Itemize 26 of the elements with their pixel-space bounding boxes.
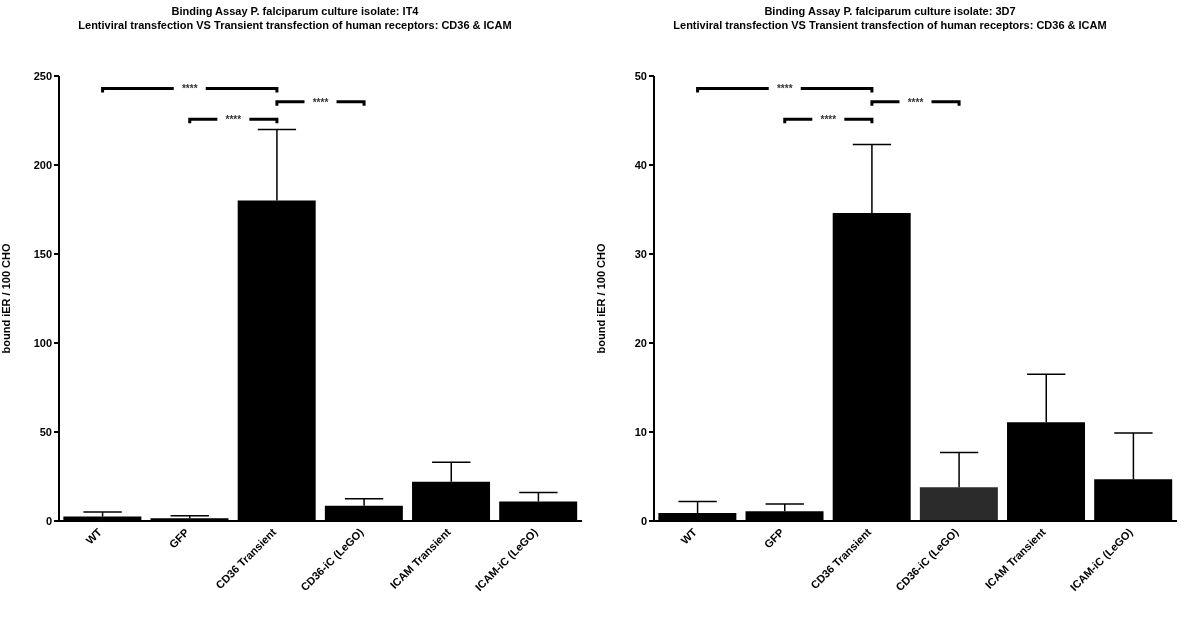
x-tick-label: WT bbox=[83, 525, 105, 547]
chart-subtitle: Lentiviral transfection VS Transient transfection of human receptors: CD36 & ICAM bbox=[77, 18, 513, 32]
y-tick-label: 250 bbox=[33, 69, 52, 82]
y-axis-title: bound iER / 100 CHO bbox=[594, 243, 607, 354]
y-tick-label: 0 bbox=[45, 514, 52, 527]
annotation: **** bbox=[776, 83, 793, 95]
chart-title: Binding Assay P. falciparum culture isolate: IT4 bbox=[170, 4, 420, 18]
y-tick-label: 200 bbox=[33, 158, 52, 171]
y-tick-label: 50 bbox=[634, 69, 647, 82]
y-tick-label: 0 bbox=[640, 514, 647, 527]
y-tick-label: 10 bbox=[634, 425, 647, 438]
chart-subtitle: Lentiviral transfection VS Transient transfection of human receptors: CD36 & ICAM bbox=[672, 18, 1108, 32]
annotation: **** bbox=[312, 96, 329, 108]
x-tick-label: WT bbox=[678, 525, 700, 547]
y-tick-label: 50 bbox=[39, 425, 52, 438]
annotation: **** bbox=[820, 114, 837, 126]
y-tick-label: 150 bbox=[33, 247, 52, 260]
y-axis-title: bound iER / 100 CHO bbox=[0, 243, 12, 354]
annotation: **** bbox=[225, 114, 242, 126]
annotation: **** bbox=[181, 83, 198, 95]
y-tick-label: 100 bbox=[33, 336, 52, 349]
y-tick-label: 30 bbox=[634, 247, 647, 260]
annotation: **** bbox=[907, 96, 924, 108]
y-tick-label: 40 bbox=[634, 158, 647, 171]
chart-title: Binding Assay P. falciparum culture isolate: 3D7 bbox=[763, 4, 1017, 18]
y-tick-label: 20 bbox=[634, 336, 647, 349]
